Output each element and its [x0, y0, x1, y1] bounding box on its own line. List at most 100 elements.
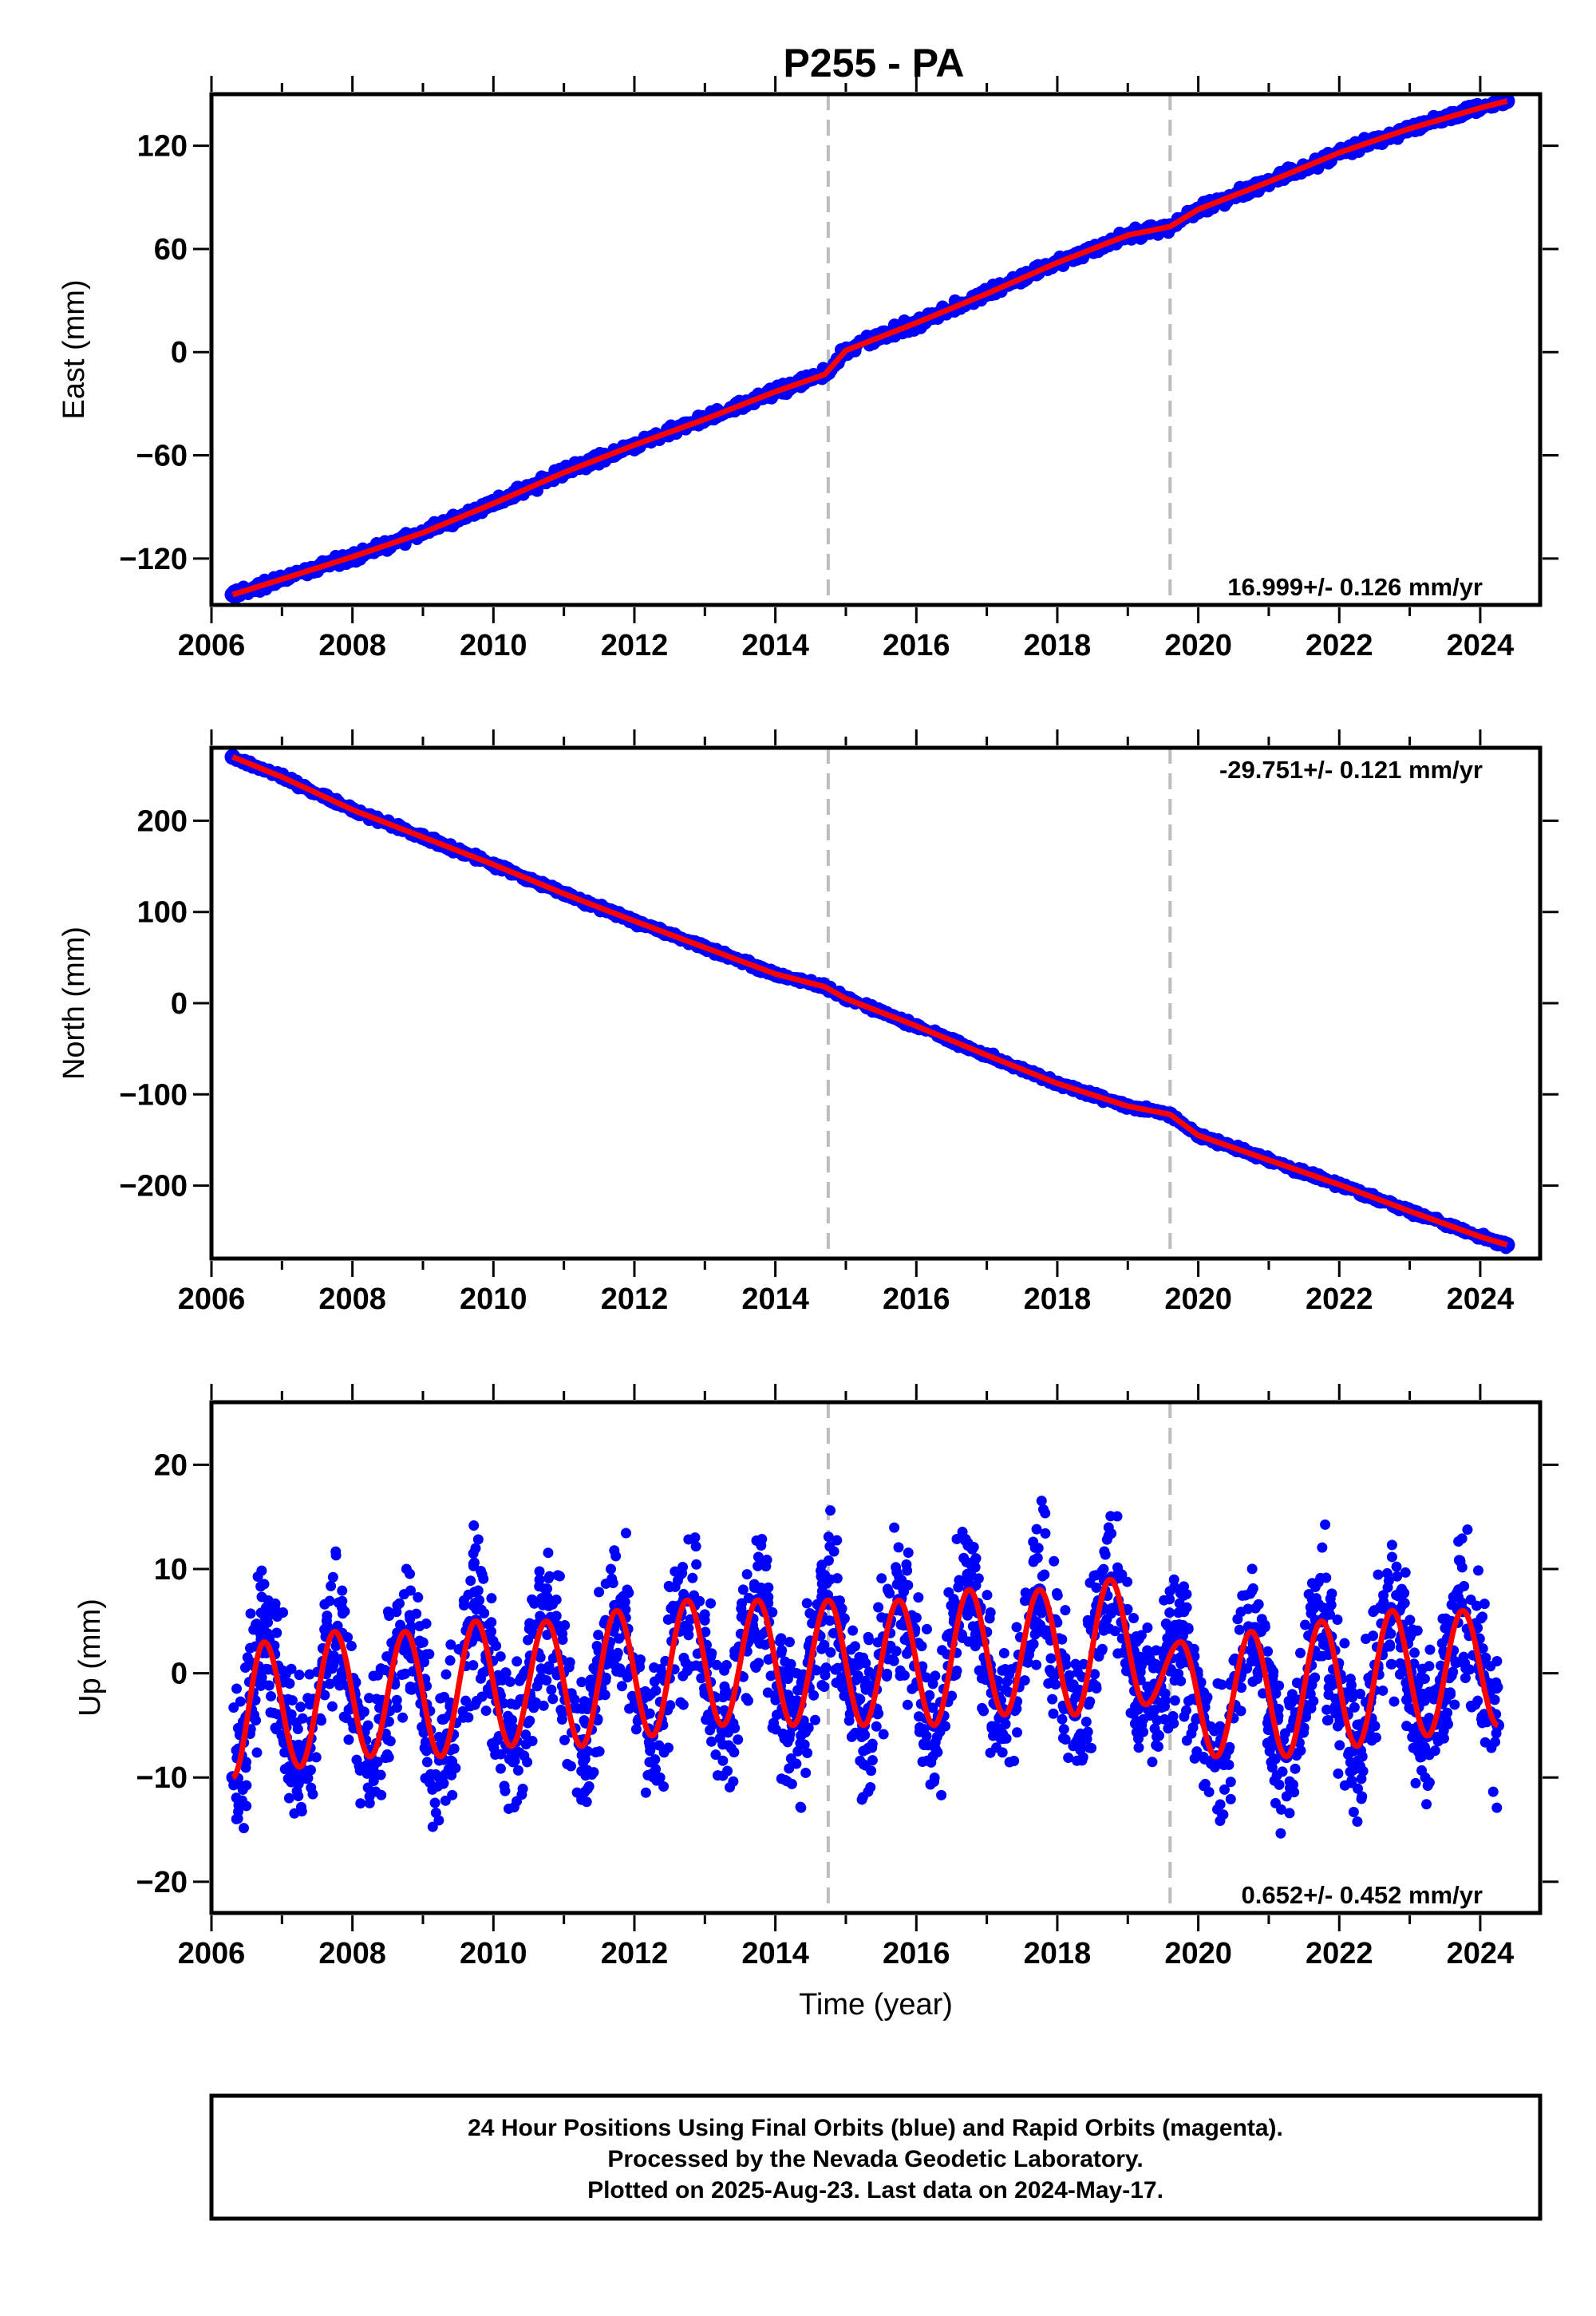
data-point	[1287, 1779, 1298, 1790]
east-panel: 2006 2008 2010 2012 2014 2016 2018 2020 2022 2024…	[57, 76, 1558, 662]
data-point	[547, 1694, 559, 1705]
plot-frame	[209, 92, 1543, 607]
data-point	[391, 1702, 402, 1713]
data-point	[1176, 1628, 1187, 1639]
data-point	[665, 1700, 676, 1711]
data-point	[1147, 1757, 1158, 1768]
x-tick-label: 2014	[741, 629, 809, 662]
data-point	[644, 1740, 655, 1751]
data-point	[1225, 1777, 1236, 1788]
data-point	[316, 1715, 327, 1726]
data-point	[445, 1639, 456, 1650]
data-point	[1419, 1741, 1430, 1753]
data-point	[470, 1543, 481, 1554]
data-point	[1300, 1619, 1311, 1630]
data-point	[678, 1670, 689, 1682]
x-tick-label: 2018	[1024, 1282, 1092, 1316]
data-point	[1219, 1784, 1230, 1795]
data-point	[1404, 1614, 1416, 1626]
data-point	[1429, 1745, 1440, 1757]
data-point	[371, 1694, 382, 1705]
data-point	[266, 1690, 277, 1701]
y-tick-label: −200	[119, 1170, 188, 1203]
data-point	[640, 1787, 651, 1798]
data-point	[405, 1684, 416, 1695]
data-point	[295, 1701, 306, 1713]
data-point	[1225, 1793, 1236, 1804]
data-point	[500, 1785, 511, 1796]
data-point	[520, 1739, 531, 1750]
data-point	[330, 1640, 342, 1651]
y-tick-label: 120	[137, 130, 188, 164]
data-point	[784, 1763, 795, 1774]
data-point	[1332, 1614, 1343, 1626]
data-point	[884, 1587, 895, 1599]
x-tick-label: 2016	[883, 629, 950, 662]
data-point	[1353, 1783, 1364, 1794]
x-tick-label: 2024	[1447, 1282, 1515, 1316]
data-point	[620, 1604, 631, 1615]
data-point	[1113, 1572, 1124, 1583]
data-point	[799, 1739, 810, 1750]
data-point	[901, 1648, 912, 1659]
plot-frame	[209, 745, 1543, 1261]
data-point	[259, 1579, 270, 1590]
data-point	[1446, 1670, 1457, 1682]
data-point	[1159, 1595, 1170, 1606]
data-point	[630, 1724, 642, 1735]
data-point	[1084, 1577, 1096, 1588]
data-point	[674, 1569, 685, 1580]
data-point	[1452, 1587, 1463, 1599]
data-point	[228, 1702, 239, 1713]
data-point	[1057, 1713, 1068, 1725]
data-point	[559, 1734, 571, 1745]
y-axis-label: North (mm)	[57, 927, 91, 1080]
data-point	[1385, 1658, 1396, 1670]
data-point	[1391, 1561, 1402, 1572]
data-point	[800, 1767, 812, 1778]
y-tick-label: −100	[119, 1078, 188, 1112]
data-point	[878, 1729, 889, 1740]
figure-title: P255 - PA	[784, 41, 965, 85]
data-point	[771, 1709, 782, 1721]
data-point	[807, 1618, 818, 1629]
data-point	[891, 1579, 903, 1590]
data-point	[557, 1634, 568, 1646]
data-point	[824, 1615, 836, 1626]
data-point	[1199, 1753, 1211, 1765]
data-point	[951, 1533, 962, 1544]
x-tick-label: 2016	[883, 1282, 950, 1316]
data-point	[512, 1765, 523, 1776]
data-point	[893, 1542, 904, 1553]
data-point	[524, 1715, 535, 1726]
data-point	[858, 1745, 869, 1757]
data-point	[1268, 1666, 1279, 1678]
data-point	[1321, 1572, 1332, 1583]
data-point	[1491, 1802, 1503, 1813]
data-point	[326, 1701, 338, 1712]
data-point	[1078, 1658, 1089, 1670]
data-point	[784, 1636, 795, 1647]
data-point	[1063, 1753, 1074, 1764]
data-point	[1306, 1702, 1317, 1713]
data-layer	[224, 749, 1515, 1255]
data-point	[1128, 1613, 1140, 1624]
data-point	[1349, 1701, 1360, 1713]
data-point	[828, 1627, 839, 1638]
data-point	[514, 1747, 525, 1758]
data-point	[809, 1714, 820, 1725]
data-point	[468, 1660, 479, 1671]
data-point	[609, 1599, 620, 1611]
data-point	[749, 1660, 760, 1671]
data-point	[1051, 1587, 1062, 1599]
y-axis-label: East (mm)	[57, 279, 91, 419]
x-tick-label: 2014	[741, 1282, 809, 1316]
data-point	[1109, 1626, 1120, 1637]
data-point	[1377, 1685, 1389, 1696]
data-point	[1326, 1588, 1337, 1599]
data-point	[1142, 1622, 1153, 1633]
data-point	[343, 1734, 354, 1745]
data-point	[1345, 1757, 1356, 1768]
data-point	[1088, 1678, 1099, 1690]
data-point	[852, 1660, 863, 1671]
